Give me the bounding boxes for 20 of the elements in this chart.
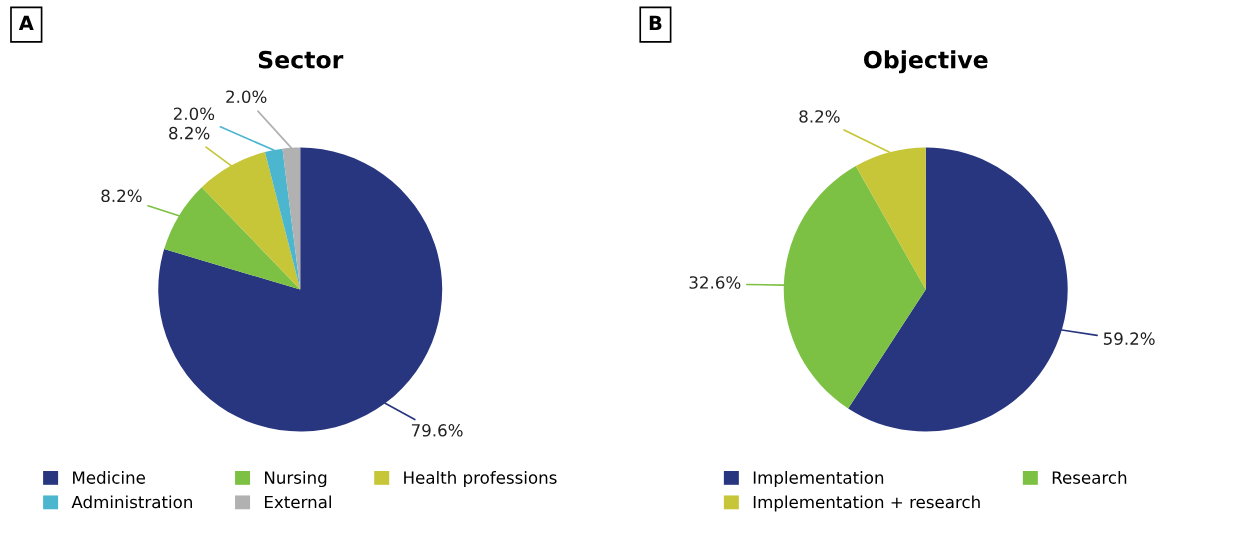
legend-label: Research [1052,470,1127,484]
legend-label: Administration [71,495,192,509]
data-label: 8.2% [169,126,210,140]
legend-label: Nursing [265,470,327,488]
data-label: 79.6% [411,424,463,437]
chart-title: Sector [258,50,344,69]
data-label: 8.2% [101,189,142,203]
legend-label: Implementation [753,470,884,488]
data-label: 59.2% [1103,332,1155,345]
data-label: 8.2% [799,110,840,123]
text: A [18,15,34,30]
legend-label: Medicine [73,470,145,484]
data-label: 2.0% [173,107,215,121]
legend-label: Implementation + research [753,495,980,512]
legend-label: External [265,495,331,509]
legend-label: Health professions [404,470,557,488]
data-label: 2.0% [226,90,267,104]
data-label: 32.6% [689,276,741,289]
text: B [649,15,662,30]
chart-title: Objective [863,50,988,74]
